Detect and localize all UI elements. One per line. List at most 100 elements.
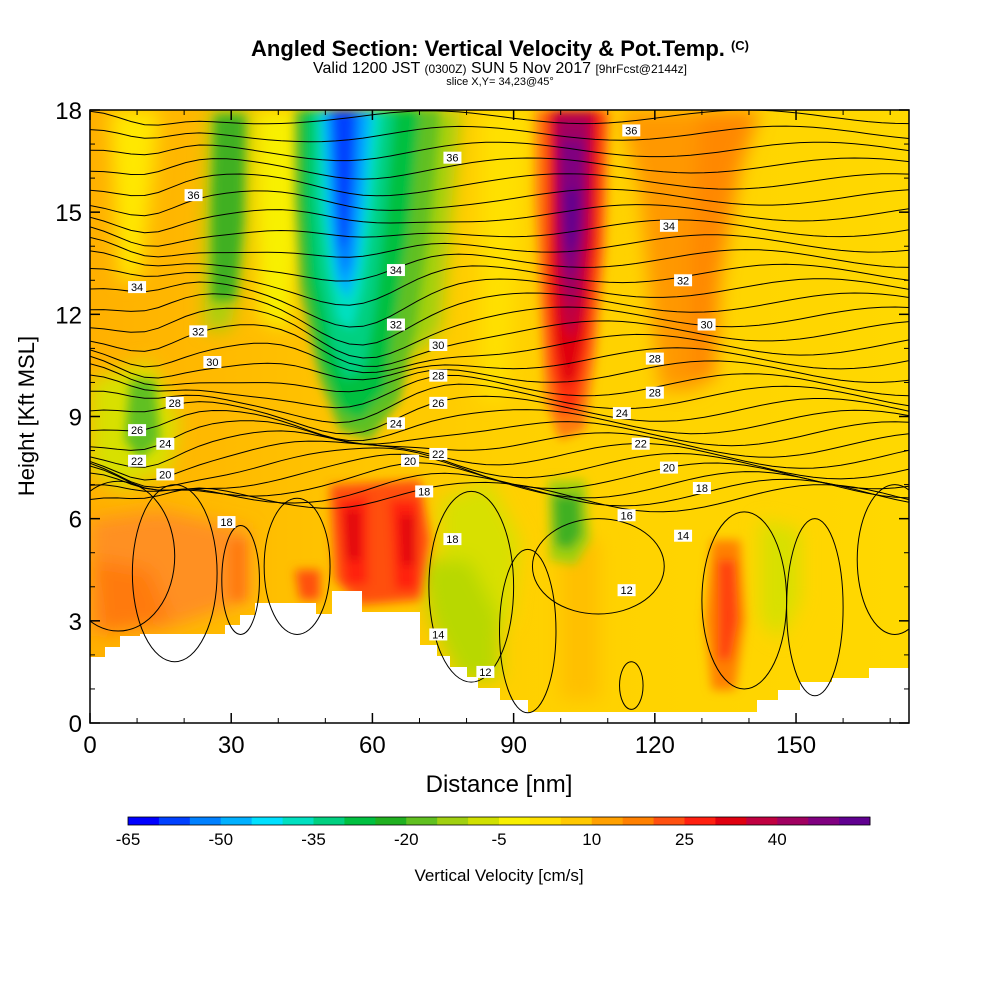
contour-line: [263, 497, 331, 635]
contour-line: [90, 249, 909, 282]
contour-label: 34: [386, 264, 405, 277]
svg-text:28: 28: [649, 354, 661, 366]
y-tick-label: 12: [55, 302, 82, 329]
contour-label: 28: [645, 352, 664, 366]
colorbar-swatch: [839, 817, 871, 825]
svg-text:36: 36: [446, 153, 458, 165]
x-tick-label: 60: [359, 732, 386, 759]
y-tick-label: 0: [69, 711, 82, 738]
svg-text:22: 22: [635, 439, 647, 451]
svg-text:30: 30: [700, 320, 712, 332]
svg-text:20: 20: [404, 456, 416, 468]
contour-label: 36: [622, 124, 641, 137]
contour-line: [90, 234, 909, 258]
contour-line: [90, 278, 909, 328]
contour-line: [90, 110, 909, 126]
colorbar-swatch: [653, 817, 685, 825]
colorbar-tick-label: 40: [768, 830, 787, 849]
contour-line: [531, 518, 665, 615]
svg-text:24: 24: [390, 418, 402, 430]
svg-text:26: 26: [432, 398, 444, 410]
valid-time-utc: (0300Z): [424, 62, 467, 76]
colorbar-swatch: [375, 817, 407, 825]
colorbar-swatch: [189, 817, 222, 825]
svg-text:30: 30: [432, 340, 444, 352]
svg-text:28: 28: [169, 398, 181, 410]
contour-label: 30: [203, 356, 222, 369]
contour-line: [90, 125, 909, 143]
colorbar-swatch: [529, 817, 562, 825]
potential-temperature-contours: [90, 110, 909, 714]
x-tick-label: 30: [218, 732, 245, 759]
svg-text:32: 32: [390, 320, 402, 332]
colorbar-swatch: [437, 817, 469, 825]
title-unit-mark: (C): [730, 38, 749, 53]
y-tick-label: 6: [69, 507, 82, 534]
contour-line: [619, 661, 644, 710]
svg-text:34: 34: [390, 265, 402, 277]
contour-label: 14: [429, 628, 448, 641]
valid-date: SUN 5 Nov 2017: [470, 60, 591, 77]
colorbar-swatch: [746, 817, 778, 825]
colorbar-swatch: [499, 817, 531, 825]
colorbar-tick-label: 10: [582, 830, 601, 849]
svg-text:12: 12: [620, 585, 632, 597]
svg-text:28: 28: [649, 388, 661, 400]
colorbar-swatch: [158, 817, 191, 825]
colorbar-swatch: [251, 817, 284, 825]
contour-label: 22: [631, 437, 650, 451]
colorbar-swatch: [777, 817, 809, 825]
contour-line: [90, 373, 909, 409]
chart-title: Angled Section: Vertical Velocity & Pot.…: [0, 36, 1000, 62]
colorbar-swatch: [684, 817, 716, 825]
contour-label: 14: [674, 529, 693, 543]
slice-note: slice X,Y= 34,23@45°: [446, 76, 554, 88]
contour-label: 12: [617, 584, 636, 597]
colorbar-swatch: [560, 817, 593, 825]
contour-line: [90, 188, 909, 217]
terrain-mask: [90, 591, 909, 723]
contour-line: [90, 453, 909, 491]
svg-text:22: 22: [131, 456, 143, 468]
colorbar: -65 -50 -35 -20 -5 10 25 40: [116, 816, 871, 849]
svg-text:36: 36: [625, 125, 637, 137]
colorbar-swatch: [220, 817, 253, 825]
contour-line: [90, 173, 909, 197]
contour-line: [90, 481, 909, 513]
contour-label: 28: [165, 396, 184, 410]
contour-line: [90, 395, 909, 435]
valid-time: Valid 1200 JST: [312, 60, 420, 77]
svg-text:30: 30: [206, 357, 218, 369]
contour-line: [428, 490, 515, 683]
svg-text:14: 14: [677, 531, 689, 543]
contour-label: 28: [429, 369, 448, 383]
colorbar-swatch: [715, 817, 747, 825]
y-tick-label: 18: [55, 98, 82, 125]
contour-label: 18: [217, 516, 236, 529]
contour-line: [90, 409, 909, 442]
contour-label: 36: [443, 151, 462, 165]
contour-label: 22: [128, 454, 147, 468]
colorbar-label: Vertical Velocity [cm/s]: [414, 866, 583, 885]
y-tick-label: 15: [55, 200, 82, 227]
contour-label: 18: [443, 533, 462, 546]
title-text: Angled Section: Vertical Velocity & Pot.…: [251, 36, 725, 61]
contour-labels: 36 36 36 34 34 34 32 32 32 30 30 30 28 28 28 28 26 26 24 24…: [128, 124, 716, 679]
contour-line: [90, 320, 909, 367]
y-axis-label: Height [Kft MSL]: [14, 336, 39, 496]
colorbar-tick-label: 25: [675, 830, 694, 849]
contour-line: [90, 333, 909, 374]
svg-text:28: 28: [432, 371, 444, 383]
contour-line: [856, 484, 909, 635]
colorbar-tick-label: -20: [394, 830, 419, 849]
contour-line: [90, 480, 176, 632]
contour-label: 12: [476, 665, 495, 679]
svg-text:16: 16: [620, 510, 632, 522]
y-tick-label: 9: [69, 405, 82, 432]
contour-label: 20: [401, 454, 420, 468]
contour-line: [131, 484, 218, 663]
contour-line: [90, 141, 909, 162]
forecast-info: [9hrFcst@2144z]: [595, 62, 688, 76]
contour-label: 32: [189, 325, 208, 338]
